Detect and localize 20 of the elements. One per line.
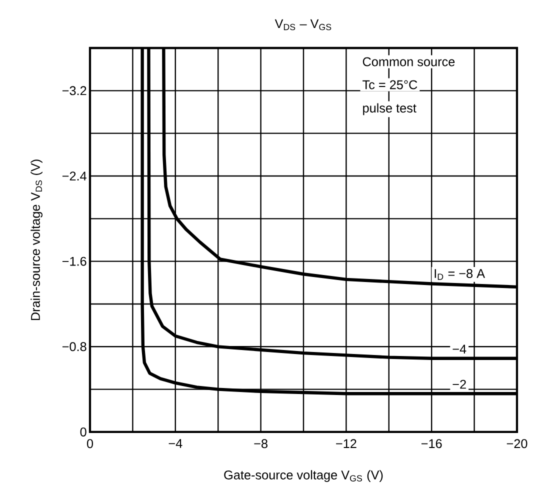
series-label: −2 <box>452 380 466 389</box>
y-axis-title: Drain-source voltage V$_{DS}$ (V) <box>30 160 42 320</box>
annotation: Common source <box>362 57 455 66</box>
y-tick-label: −2.4 <box>62 172 86 180</box>
x-tick-label: −20 <box>506 439 528 448</box>
chart-title: V$_{DS}$ – V$_{GS}$ <box>274 19 332 30</box>
annotation: Tc = 25°C <box>362 80 418 90</box>
x-axis-title: Gate-source voltage V$_{GS}$ (V) <box>224 470 383 482</box>
y-tick-label: −0.8 <box>62 342 86 352</box>
x-tick-label: −8 <box>254 439 268 448</box>
y-tick-label: −1.6 <box>62 256 86 266</box>
x-tick-label: −12 <box>336 439 356 448</box>
y-tick-label: 0 <box>80 428 86 436</box>
x-tick-label: −16 <box>421 439 442 448</box>
y-tick-label: −3.2 <box>62 86 86 96</box>
x-tick-label: −4 <box>168 439 182 448</box>
series-label: I$_{D}$ = −8 A <box>434 269 486 280</box>
x-tick-label: 0 <box>86 439 94 448</box>
series-label: −4 <box>452 344 466 354</box>
annotation: pulse test <box>363 103 416 116</box>
